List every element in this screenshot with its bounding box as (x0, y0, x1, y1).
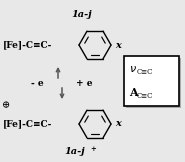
Text: [Fe]-C≡C-: [Fe]-C≡C- (3, 40, 52, 50)
Text: + e: + e (76, 79, 92, 87)
Bar (126, 58, 181, 108)
Text: x: x (115, 40, 121, 50)
Text: C≡C: C≡C (137, 92, 153, 100)
Text: x: x (115, 120, 121, 128)
Text: ⊕: ⊕ (2, 102, 10, 110)
Text: 1a-j: 1a-j (72, 10, 92, 19)
Bar (124, 56, 179, 106)
Text: $\nu$: $\nu$ (129, 64, 137, 74)
Text: [Fe]-C≡C-: [Fe]-C≡C- (3, 120, 52, 128)
Text: +: + (90, 145, 96, 153)
Text: A: A (129, 87, 138, 98)
Text: C≡C: C≡C (137, 68, 153, 76)
Text: - e: - e (31, 79, 44, 87)
Text: 1a-j: 1a-j (65, 147, 85, 156)
